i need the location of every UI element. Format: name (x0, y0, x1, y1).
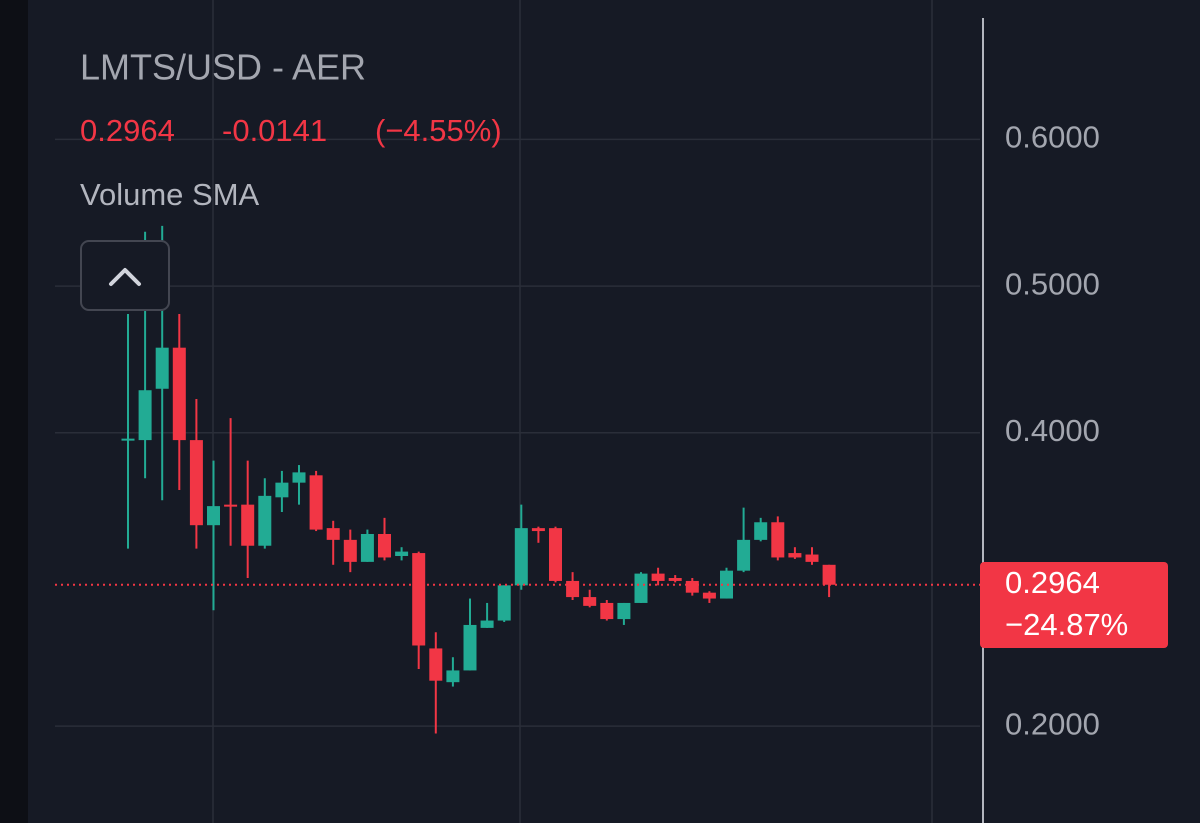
candle-body (463, 624, 477, 671)
price-change: -0.0141 (222, 113, 327, 148)
y-tick-label: 0.4000 (1005, 413, 1100, 448)
candle-body (121, 438, 135, 441)
candle-body (138, 390, 152, 441)
candle-body (634, 573, 648, 603)
price-label-box (980, 562, 1168, 648)
left-strip (0, 0, 28, 823)
candle-body (309, 475, 323, 530)
candle-body (395, 551, 409, 557)
candle-body (720, 570, 733, 599)
candle-body (172, 347, 186, 441)
candle-body (224, 504, 238, 507)
candle-body (549, 528, 562, 581)
chart-title: LMTS/USD - AER (80, 47, 366, 88)
vertical-grid (212, 0, 933, 823)
plot-layer (55, 138, 980, 734)
candle-body (207, 506, 220, 526)
indicator-label: Volume SMA (80, 177, 260, 212)
candle-body (514, 528, 528, 586)
candle-body (292, 472, 306, 483)
chevron-up-icon[interactable] (109, 268, 141, 286)
candle-body (429, 648, 443, 681)
candle-body (651, 573, 665, 581)
candle-body (566, 580, 580, 598)
y-tick-label: 0.5000 (1005, 266, 1100, 301)
candle-body (822, 564, 836, 585)
price-label-value: 0.2964 (1005, 565, 1100, 600)
candle-body (754, 522, 768, 540)
candle-body (480, 620, 494, 628)
candle-body (668, 578, 682, 581)
candle-body (771, 522, 785, 558)
collapse-button-frame[interactable] (80, 240, 170, 311)
candle-body (241, 504, 255, 546)
candle-body (737, 539, 751, 571)
price-label-change: −24.87% (1005, 607, 1128, 642)
candle-body (685, 580, 699, 593)
candle-body (788, 553, 802, 558)
candle-body (446, 670, 460, 683)
candle-body (258, 495, 272, 546)
candle-body (360, 533, 374, 562)
candle-body (531, 528, 545, 532)
collapse-button[interactable] (80, 240, 170, 311)
candle-body (326, 528, 340, 540)
candle-body (275, 482, 289, 498)
candle-body (378, 533, 391, 558)
y-tick-label: 0.6000 (1005, 120, 1100, 155)
candle-body (497, 585, 511, 621)
candle-body (189, 440, 203, 526)
candle-body (702, 592, 716, 599)
candle-body (155, 347, 169, 389)
candle-body (617, 602, 631, 620)
percent-change: (−4.55%) (375, 113, 502, 148)
candle-body (583, 597, 597, 606)
y-tick-label: 0.2000 (1005, 706, 1100, 741)
candle-body (343, 539, 357, 562)
last-price: 0.2964 (80, 113, 175, 148)
candle-body (600, 602, 614, 620)
candle-body (805, 554, 819, 562)
candle-body (412, 553, 426, 646)
